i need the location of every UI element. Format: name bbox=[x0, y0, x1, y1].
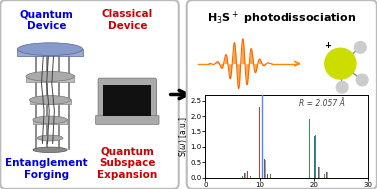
Text: Classical
Device: Classical Device bbox=[102, 9, 153, 31]
FancyBboxPatch shape bbox=[26, 75, 74, 82]
FancyBboxPatch shape bbox=[0, 0, 179, 189]
FancyBboxPatch shape bbox=[29, 99, 70, 105]
FancyBboxPatch shape bbox=[17, 49, 83, 56]
Ellipse shape bbox=[26, 71, 74, 81]
Bar bbox=[103, 85, 151, 116]
Ellipse shape bbox=[33, 147, 67, 153]
Ellipse shape bbox=[37, 135, 63, 141]
Circle shape bbox=[356, 74, 368, 86]
Circle shape bbox=[336, 81, 348, 93]
Y-axis label: S($\omega$) [a.u.]: S($\omega$) [a.u.] bbox=[177, 115, 188, 157]
Text: Quantum
Device: Quantum Device bbox=[20, 9, 74, 31]
FancyBboxPatch shape bbox=[187, 0, 377, 189]
Text: +: + bbox=[324, 41, 331, 50]
Text: H$_3$S$^+$ photodissociation: H$_3$S$^+$ photodissociation bbox=[207, 9, 357, 26]
Text: Quantum
Subspace
Expansion: Quantum Subspace Expansion bbox=[97, 147, 158, 180]
FancyBboxPatch shape bbox=[95, 115, 159, 124]
Ellipse shape bbox=[29, 96, 70, 104]
Ellipse shape bbox=[17, 43, 83, 56]
Text: R = 2.057 Å: R = 2.057 Å bbox=[299, 99, 345, 108]
Text: Entanglement
Forging: Entanglement Forging bbox=[5, 158, 88, 180]
Circle shape bbox=[325, 48, 356, 79]
FancyBboxPatch shape bbox=[98, 78, 156, 122]
Ellipse shape bbox=[33, 116, 67, 124]
FancyBboxPatch shape bbox=[33, 119, 67, 124]
Circle shape bbox=[355, 42, 366, 53]
